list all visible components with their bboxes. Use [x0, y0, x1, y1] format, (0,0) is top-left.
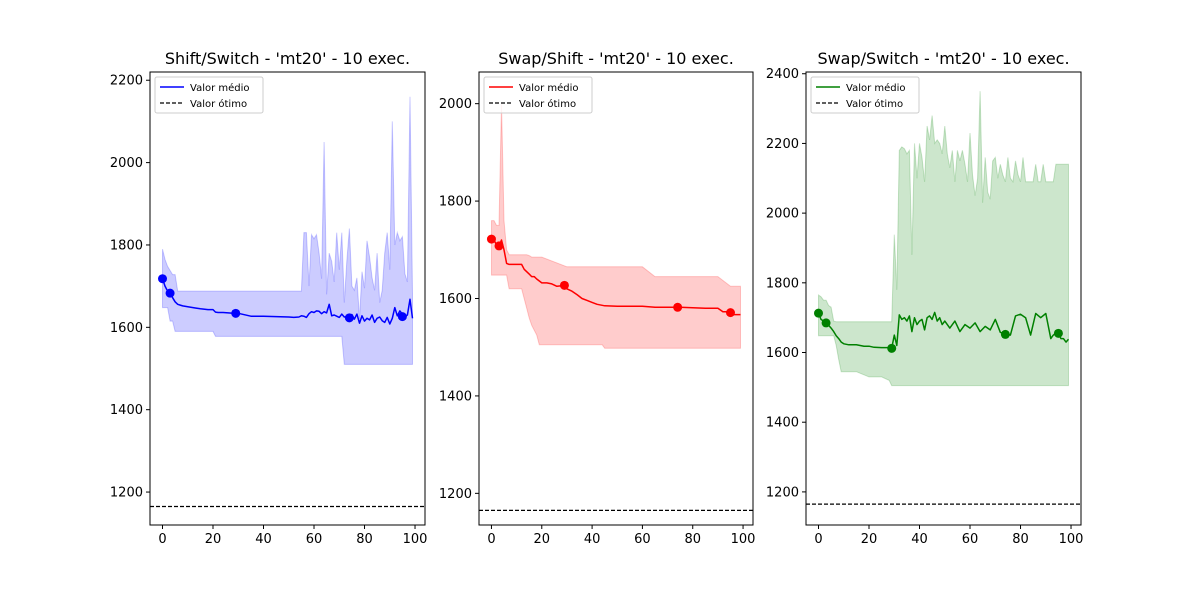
chart-title: Shift/Switch - 'mt20' - 10 exec.	[165, 49, 410, 68]
mean-marker	[1053, 328, 1063, 338]
x-tick-label: 60	[962, 532, 979, 547]
chart-panel-1: 0 20 40 60 80 100 1200 1400 1600 1800 2000 2200 Shif…	[110, 49, 428, 547]
y-tick-label: 2000	[439, 97, 472, 112]
mean-marker	[1000, 329, 1010, 339]
y-tick-label: 1800	[766, 276, 799, 291]
x-tick-label: 60	[306, 532, 323, 547]
x-tick-label: 100	[1059, 532, 1084, 547]
legend-label-mean: Valor médio	[846, 82, 906, 94]
x-tick-label: 60	[634, 532, 651, 547]
mean-marker	[814, 308, 823, 318]
y-tick-label: 2200	[766, 137, 799, 152]
legend: Valor médio Valor ótimo	[810, 76, 920, 114]
plot-area	[150, 96, 425, 508]
y-tick-label: 1400	[439, 389, 472, 404]
y-tick-label: 1400	[110, 403, 143, 418]
spread-band	[818, 91, 1069, 387]
legend-box	[154, 76, 264, 114]
x-tick-label: 80	[1012, 532, 1029, 547]
x-tick-label: 40	[255, 532, 272, 547]
x-tick-label: 80	[684, 532, 701, 547]
y-tick-label: 2000	[110, 156, 143, 171]
y-tick-label: 1200	[439, 487, 472, 502]
mean-marker	[158, 274, 167, 284]
y-tick-label: 1200	[110, 486, 143, 501]
legend-label-optimal: Valor ótimo	[190, 98, 247, 110]
x-tick-label: 20	[205, 532, 222, 547]
y-tick-label: 1600	[766, 346, 799, 361]
legend-label-mean: Valor médio	[519, 82, 579, 94]
x-tick-label: 40	[584, 532, 601, 547]
x-tick-label: 80	[356, 532, 373, 547]
chart-panel-2: 0 20 40 60 80 100 1200 1400 1600 1800 2000 Swap/Shi…	[439, 49, 756, 547]
plot-area	[806, 91, 1081, 505]
x-tick-label: 0	[487, 532, 495, 547]
y-tick-label: 1800	[439, 195, 472, 210]
y-tick-label: 1800	[110, 238, 143, 253]
mean-value-line	[491, 238, 741, 316]
mean-marker	[494, 241, 504, 251]
axes-frame	[805, 71, 1082, 526]
mean-marker	[344, 313, 354, 323]
chart-title: Swap/Shift - 'mt20' - 10 exec.	[498, 49, 734, 68]
mean-marker	[673, 302, 683, 312]
mean-marker	[397, 312, 407, 322]
mean-marker	[486, 234, 496, 244]
x-tick-label: 100	[403, 532, 428, 547]
mean-marker	[821, 318, 831, 328]
x-tick-label: 0	[814, 532, 822, 547]
x-tick-label: 20	[861, 532, 878, 547]
legend-box	[810, 76, 920, 114]
mean-marker	[559, 280, 569, 290]
x-tick-label: 100	[731, 532, 756, 547]
y-tick-label: 2000	[766, 207, 799, 222]
y-tick-label: 2200	[110, 74, 143, 89]
legend-label-optimal: Valor ótimo	[519, 98, 576, 110]
legend: Valor médio Valor ótimo	[483, 76, 593, 114]
mean-marker	[231, 308, 241, 318]
y-tick-label: 2400	[766, 67, 799, 82]
spread-band	[491, 103, 741, 349]
mean-value-line	[161, 278, 414, 325]
legend-label-optimal: Valor ótimo	[846, 98, 903, 110]
x-tick-label: 20	[534, 532, 551, 547]
x-tick-label: 40	[911, 532, 928, 547]
chart-title: Swap/Switch - 'mt20' - 10 exec.	[817, 49, 1069, 68]
mean-marker	[887, 343, 897, 353]
mean-marker	[725, 308, 735, 318]
y-tick-label: 1200	[766, 485, 799, 500]
y-tick-label: 1400	[766, 416, 799, 431]
mean-marker	[165, 288, 175, 298]
axes-frame	[149, 71, 426, 526]
legend: Valor médio Valor ótimo	[154, 76, 264, 114]
y-tick-label: 1600	[110, 321, 143, 336]
spread-band	[162, 96, 413, 365]
y-tick-label: 1600	[439, 292, 472, 307]
chart-panel-3: 0 20 40 60 80 100 1200 1400 1600 1800 2000 2200 2400…	[766, 49, 1084, 547]
x-tick-label: 0	[158, 532, 166, 547]
legend-label-mean: Valor médio	[190, 82, 250, 94]
plot-area	[479, 103, 753, 511]
mean-value-line	[817, 311, 1070, 350]
legend-box	[483, 76, 593, 114]
